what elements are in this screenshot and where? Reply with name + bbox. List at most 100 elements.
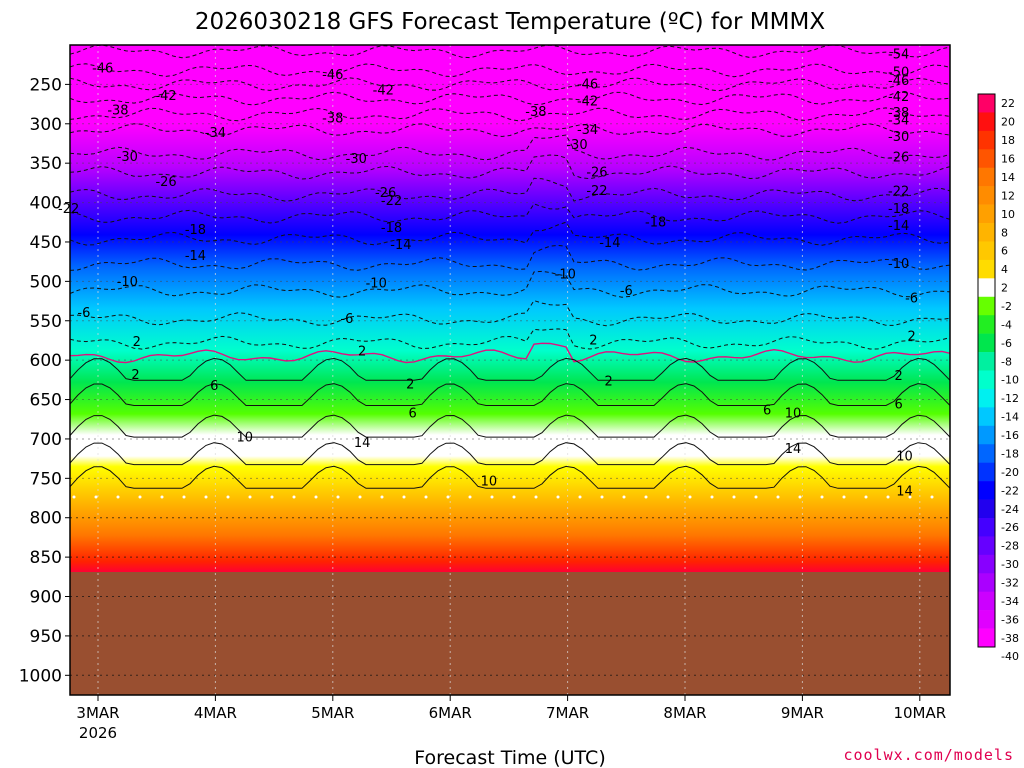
isotherm-line	[69, 77, 951, 92]
isotherm-label: -18	[645, 215, 666, 230]
colorbar-swatch	[978, 370, 995, 390]
surface-dot	[556, 495, 560, 499]
colorbar-label: 4	[1001, 263, 1008, 276]
colorbar-swatch	[978, 554, 995, 574]
isotherm-line	[69, 134, 951, 161]
isotherm-label: -30	[346, 152, 367, 167]
surface-dot	[468, 495, 472, 499]
surface-dot	[864, 495, 868, 499]
isotherm-label: 2	[589, 333, 597, 348]
colorbar-swatch	[978, 499, 995, 519]
surface-dot	[754, 495, 758, 499]
isotherm-label: -14	[185, 249, 206, 264]
colorbar-swatch	[978, 112, 995, 132]
y-tick-label: 250	[30, 75, 62, 95]
y-tick-label: 550	[30, 312, 62, 332]
colorbar-swatch	[978, 591, 995, 611]
colorbar-swatch	[978, 130, 995, 150]
surface-dot	[72, 495, 76, 499]
colorbar-swatch	[978, 352, 995, 371]
y-tick-label: 900	[30, 588, 62, 608]
colorbar-label: -30	[1001, 558, 1019, 571]
colorbar-swatch	[978, 296, 995, 316]
colorbar-label: -26	[1001, 521, 1019, 534]
colorbar-label: -12	[1001, 392, 1019, 405]
isotherm-label: -38	[525, 105, 546, 120]
isotherm-label: 14	[896, 485, 913, 500]
surface-dot	[776, 495, 780, 499]
colorbar-swatch	[978, 259, 995, 279]
surface-dot	[94, 495, 98, 499]
y-tick-label: 950	[30, 627, 62, 647]
y-tick-label: 800	[30, 509, 62, 529]
isotherm-label: -6	[620, 284, 633, 299]
surface-dot	[798, 495, 802, 499]
colorbar-label: -16	[1001, 429, 1019, 442]
isotherm-label: -22	[58, 202, 79, 217]
isotherm-label: -26	[375, 186, 396, 201]
isotherm-line	[69, 270, 951, 298]
y-tick-label: 500	[30, 272, 62, 292]
colorbar-swatch	[978, 315, 995, 334]
isotherm-contours	[69, 44, 951, 489]
isotherm-line	[69, 414, 951, 438]
isotherm-line	[69, 91, 951, 106]
isotherm-label: 2	[133, 335, 141, 350]
colorbar-swatch	[978, 573, 995, 592]
colorbar-swatch	[978, 204, 995, 224]
isotherm-label: -54	[888, 47, 909, 62]
isotherm-label: -22	[586, 184, 607, 199]
isotherm-line	[69, 203, 951, 224]
colorbar-label: -20	[1001, 466, 1019, 479]
isotherm-label: -10	[888, 257, 909, 272]
isotherm-label: 10	[896, 449, 913, 464]
isotherm-label: 6	[763, 404, 771, 419]
time-axis: 3MAR 4MAR 5MAR 6MAR 7MAR 8MAR 9MAR 10MAR 2026	[76, 695, 946, 742]
colorbar-label: 10	[1001, 208, 1015, 221]
isotherm-line	[69, 107, 951, 122]
surface-dot	[688, 495, 692, 499]
isotherm-label: -30	[888, 130, 909, 145]
isotherm-label: -18	[185, 223, 206, 238]
y-tick-label: 400	[30, 194, 62, 214]
isotherm-label: -26	[586, 166, 607, 181]
surface-dot	[666, 495, 670, 499]
isotherm-label: 2	[605, 374, 613, 389]
colorbar-swatch	[978, 388, 995, 408]
x-tick-label: 5MAR	[311, 704, 354, 722]
isotherm-line	[69, 221, 951, 246]
y-tick-label: 600	[30, 351, 62, 371]
isotherm-label: -46	[888, 74, 909, 89]
colorbar-label: 22	[1001, 97, 1015, 110]
pressure-gridlines	[70, 83, 950, 676]
x-tick-label: 4MAR	[194, 704, 237, 722]
isotherm-label: -14	[599, 236, 620, 251]
isotherm-line	[69, 328, 951, 350]
surface-dot	[402, 495, 406, 499]
surface-dot	[600, 495, 604, 499]
surface-dot	[710, 495, 714, 499]
colorbar-label: -32	[1001, 576, 1019, 589]
isotherm-label: -18	[381, 221, 402, 236]
isotherm-label: -6	[340, 312, 353, 327]
isotherm-label: -22	[888, 185, 909, 200]
isotherm-line	[69, 123, 951, 138]
colorbar-label: 6	[1001, 245, 1008, 258]
isotherm-label: -10	[117, 275, 138, 290]
isotherm-label: -10	[366, 277, 387, 292]
surface-dot	[116, 495, 120, 499]
surface-dot	[182, 495, 186, 499]
x-tick-label: 10MAR	[893, 704, 946, 722]
surface-dot	[204, 495, 208, 499]
isotherm-label: -22	[381, 194, 402, 209]
x-tick-label: 6MAR	[429, 704, 472, 722]
colorbar-swatch	[978, 186, 995, 205]
colorbar-label: 12	[1001, 189, 1015, 202]
y-tick-label: 700	[30, 430, 62, 450]
colorbar-label: -10	[1001, 374, 1019, 387]
isotherm-label: 6	[408, 407, 416, 422]
isotherm-label: 2	[895, 369, 903, 384]
isotherm-label: -42	[155, 89, 176, 104]
below-ground-area	[70, 572, 950, 695]
